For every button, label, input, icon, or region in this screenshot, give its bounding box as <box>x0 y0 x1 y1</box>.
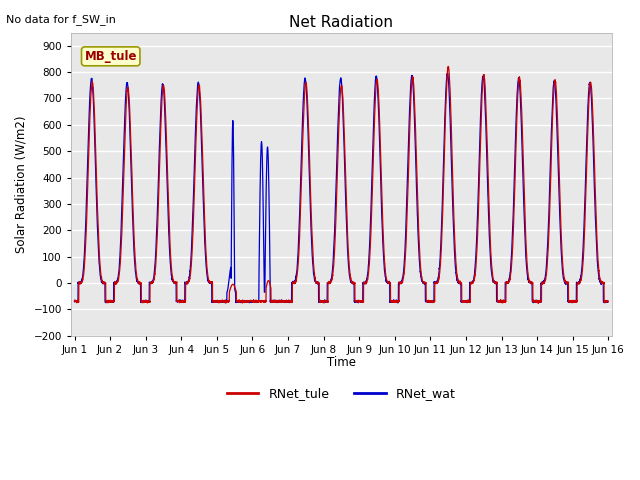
RNet_wat <box>492 279 499 285</box>
RNet_tule <box>321 299 329 304</box>
Line: RNet_wat: RNet_wat <box>74 73 609 303</box>
RNet_wat <box>461 299 469 304</box>
Y-axis label: Solar Radiation (W/m2): Solar Radiation (W/m2) <box>15 115 28 253</box>
RNet_tule <box>534 300 542 306</box>
RNet_tule <box>605 299 612 304</box>
RNet_wat <box>166 261 174 266</box>
Text: No data for f_SW_in: No data for f_SW_in <box>6 14 116 25</box>
RNet_wat <box>605 299 612 304</box>
RNet_tule <box>166 250 174 256</box>
RNet_wat <box>394 300 402 306</box>
RNet_wat <box>444 71 451 76</box>
Text: MB_tule: MB_tule <box>84 50 137 63</box>
RNet_wat <box>604 299 612 304</box>
Line: RNet_tule: RNet_tule <box>74 66 609 303</box>
RNet_wat <box>321 299 329 304</box>
RNet_wat <box>431 280 439 286</box>
RNet_tule <box>444 63 452 69</box>
RNet_tule <box>492 280 499 286</box>
RNet_tule <box>461 299 468 304</box>
Title: Net Radiation: Net Radiation <box>289 15 394 30</box>
Legend: RNet_tule, RNet_wat: RNet_tule, RNet_wat <box>222 382 461 405</box>
RNet_tule <box>431 279 439 285</box>
RNet_tule <box>604 299 612 304</box>
RNet_wat <box>70 299 78 304</box>
RNet_tule <box>70 298 78 303</box>
X-axis label: Time: Time <box>327 356 356 369</box>
